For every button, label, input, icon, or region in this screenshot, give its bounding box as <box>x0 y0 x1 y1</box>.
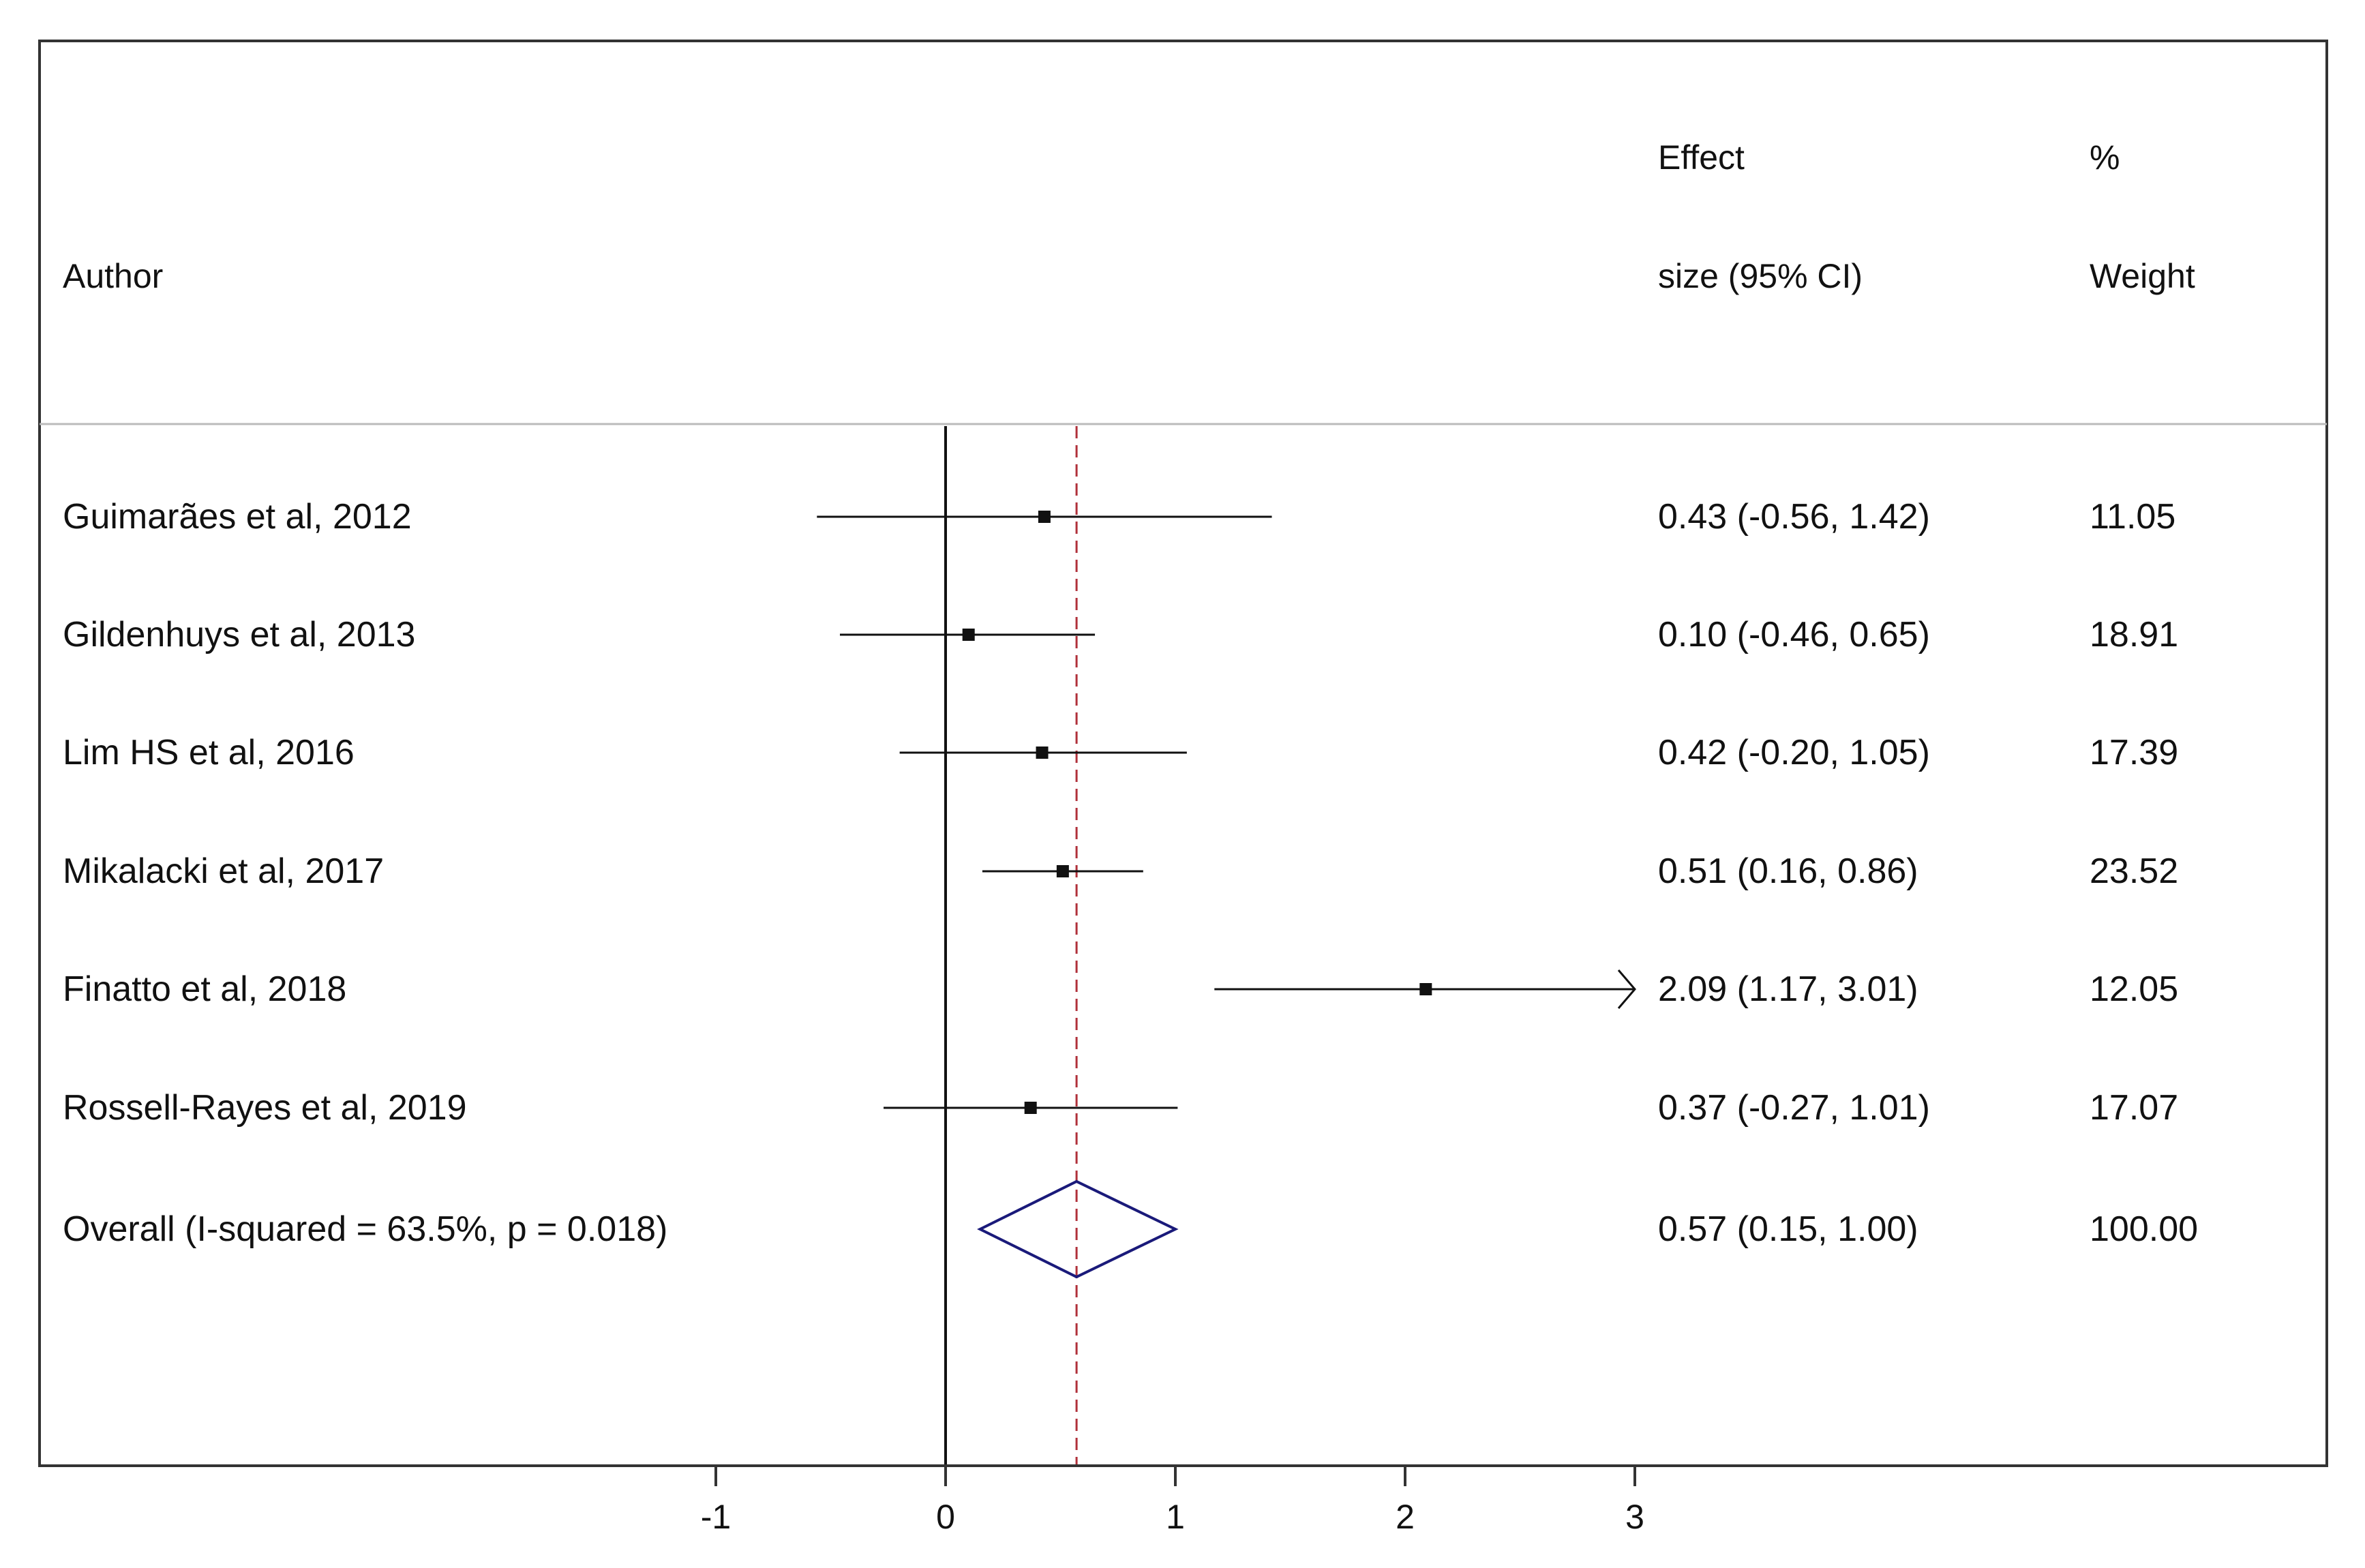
study-point <box>1024 1102 1037 1114</box>
header-effect-line1: Effect <box>1658 138 1745 177</box>
overall-row: Overall (I-squared = 63.5%, p = 0.018) 0… <box>63 1179 2198 1279</box>
ci-truncation-arrow <box>1617 969 1636 1009</box>
x-axis: -1 0 1 2 3 <box>701 1464 1644 1536</box>
study-row: Mikalacki et al, 2017 0.51 (0.16, 0.86) … <box>63 851 2178 891</box>
study-effect-size: 0.43 (-0.56, 1.42) <box>1658 497 1930 537</box>
study-point <box>962 629 975 641</box>
header-author: Author <box>63 257 163 295</box>
study-row: Rossell-Rayes et al, 2019 0.37 (-0.27, 1… <box>63 1088 2178 1128</box>
study-weight: 18.91 <box>2090 615 2178 654</box>
overall-weight: 100.00 <box>2090 1209 2198 1249</box>
x-tick-label: 3 <box>1625 1498 1644 1536</box>
overall-diamond <box>977 1179 1179 1279</box>
study-author: Rossell-Rayes et al, 2019 <box>63 1088 467 1128</box>
study-row: Gildenhuys et al, 2013 0.10 (-0.46, 0.65… <box>63 615 2178 654</box>
study-weight: 12.05 <box>2090 969 2178 1009</box>
study-weight: 17.07 <box>2090 1088 2178 1128</box>
study-weight: 17.39 <box>2090 733 2178 772</box>
overall-effect-size: 0.57 (0.15, 1.00) <box>1658 1209 1918 1249</box>
study-author: Gildenhuys et al, 2013 <box>63 615 415 654</box>
study-row: Guimarães et al, 2012 0.43 (-0.56, 1.42)… <box>63 497 2175 537</box>
study-author: Finatto et al, 2018 <box>63 969 346 1009</box>
study-effect-size: 0.10 (-0.46, 0.65) <box>1658 615 1930 654</box>
study-effect-size: 0.37 (-0.27, 1.01) <box>1658 1088 1930 1128</box>
study-author: Guimarães et al, 2012 <box>63 497 412 537</box>
x-tick-label: 2 <box>1396 1498 1415 1536</box>
study-author: Lim HS et al, 2016 <box>63 733 355 772</box>
header-effect-line2: size (95% CI) <box>1658 257 1863 295</box>
study-effect-size: 0.51 (0.16, 0.86) <box>1658 851 1918 891</box>
overall-label: Overall (I-squared = 63.5%, p = 0.018) <box>63 1209 667 1249</box>
study-row: Lim HS et al, 2016 0.42 (-0.20, 1.05) 17… <box>63 733 2178 772</box>
study-effect-size: 0.42 (-0.20, 1.05) <box>1658 733 1930 772</box>
study-point <box>1056 865 1069 877</box>
header-weight-line1: % <box>2090 138 2120 177</box>
x-tick-label: -1 <box>701 1498 731 1536</box>
study-effect-size: 2.09 (1.17, 3.01) <box>1658 969 1918 1009</box>
study-author: Mikalacki et al, 2017 <box>63 851 384 891</box>
x-tick-label: 1 <box>1166 1498 1185 1536</box>
header-weight-line2: Weight <box>2090 257 2195 295</box>
study-point <box>1419 983 1432 995</box>
study-row: Finatto et al, 2018 2.09 (1.17, 3.01) 12… <box>63 969 2178 1009</box>
study-weight: 23.52 <box>2090 851 2178 891</box>
x-tick-label: 0 <box>936 1498 955 1536</box>
study-point <box>1036 747 1049 759</box>
study-point <box>1038 511 1051 523</box>
study-weight: 11.05 <box>2090 497 2175 537</box>
